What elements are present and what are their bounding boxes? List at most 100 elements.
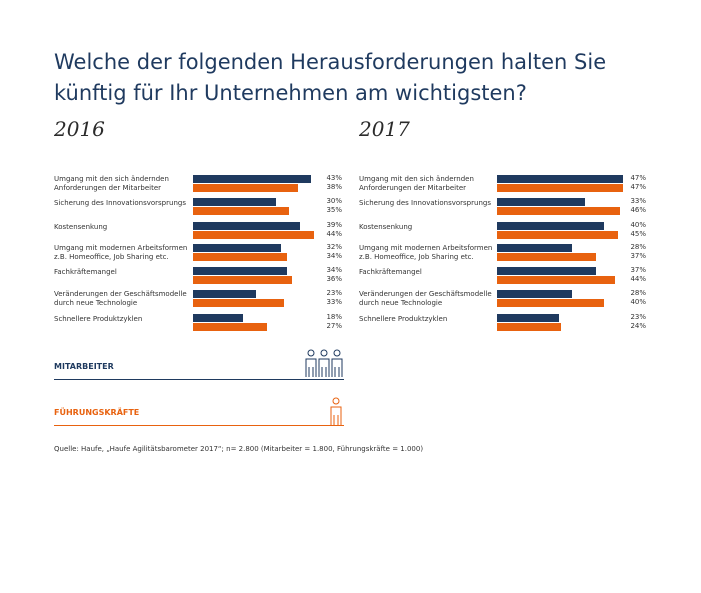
data-label: 23%	[630, 313, 646, 321]
bar-mitarbeiter	[193, 175, 312, 183]
bar-fuehrungskraefte	[497, 253, 597, 261]
bar-mitarbeiter	[497, 222, 605, 230]
data-label: 47%	[630, 174, 646, 182]
category-label: Kostensenkung	[54, 223, 189, 232]
bar-fuehrungskraefte	[193, 323, 268, 331]
bar-fuehrungskraefte	[193, 231, 314, 239]
category-label: Schnellere Produktzyklen	[54, 315, 189, 324]
bar-mitarbeiter	[497, 267, 597, 275]
data-label: 46%	[630, 206, 646, 214]
bar-fuehrungskraefte	[193, 253, 287, 261]
data-label: 33%	[630, 197, 646, 205]
data-label: 45%	[630, 230, 646, 238]
data-label: 27%	[326, 322, 342, 330]
data-label: 47%	[630, 183, 646, 191]
data-label: 44%	[630, 275, 646, 283]
legend-fuehrungskraefte-label: FÜHRUNGSKRÄFTE	[54, 408, 140, 417]
data-label: 38%	[326, 183, 342, 191]
category-label-line: Veränderungen der Geschäftsmodelle	[359, 290, 492, 298]
bar-mitarbeiter	[193, 244, 281, 252]
bar-mitarbeiter	[193, 290, 257, 298]
category-label-line: Kostensenkung	[54, 223, 108, 231]
data-label: 30%	[326, 197, 342, 205]
data-label: 28%	[630, 289, 646, 297]
category-label-line: Umgang mit den sich ändernden	[359, 175, 474, 183]
category-label: Sicherung des Innovationsvorsprungs	[54, 199, 189, 208]
category-label: Kostensenkung	[359, 223, 494, 232]
bar-mitarbeiter	[497, 314, 559, 322]
category-label-line: Veränderungen der Geschäftsmodelle	[54, 290, 187, 298]
legend-fuehrungskraefte-line	[54, 425, 344, 426]
category-label-line: Anforderungen der Mitarbeiter	[54, 184, 162, 192]
bar-mitarbeiter	[497, 244, 573, 252]
category-label: Fachkräftemangel	[359, 268, 494, 277]
bar-fuehrungskraefte	[497, 276, 615, 284]
bar-fuehrungskraefte	[497, 299, 605, 307]
bar-mitarbeiter	[497, 198, 586, 206]
chart-year-2016: 2016	[54, 117, 105, 141]
data-label: 37%	[630, 266, 646, 274]
category-label: Veränderungen der Geschäftsmodelle durch …	[359, 290, 494, 308]
category-label: Veränderungen der Geschäftsmodelle durch …	[54, 290, 189, 308]
category-label: Umgang mit modernen Arbeitsformen z.B. Ho…	[359, 244, 494, 262]
chart-year-2017: 2017	[359, 117, 410, 141]
data-label: 37%	[630, 252, 646, 260]
data-label: 43%	[326, 174, 342, 182]
data-label: 40%	[630, 298, 646, 306]
data-label: 34%	[326, 266, 342, 274]
data-label: 24%	[630, 322, 646, 330]
category-label-line: durch neue Technologie	[359, 299, 443, 307]
category-label-line: Umgang mit modernen Arbeitsformen	[54, 244, 188, 252]
bar-fuehrungskraefte	[193, 276, 292, 284]
category-label-line: Schnellere Produktzyklen	[54, 315, 143, 323]
category-label-line: Anforderungen der Mitarbeiter	[359, 184, 467, 192]
category-label-line: Fachkräftemangel	[54, 268, 117, 276]
bar-fuehrungskraefte	[497, 207, 621, 215]
category-label: Fachkräftemangel	[54, 268, 189, 277]
category-label-line: Sicherung des Innovationsvorsprungs	[359, 199, 491, 207]
source-note: Quelle: Haufe, „Haufe Agilitätsbarometer…	[54, 445, 424, 453]
category-label-line: Sicherung des Innovationsvorsprungs	[54, 199, 186, 207]
legend-mitarbeiter-label: MITARBEITER	[54, 362, 114, 371]
data-label: 33%	[326, 298, 342, 306]
category-label-line: durch neue Technologie	[54, 299, 138, 307]
data-label: 40%	[630, 221, 646, 229]
bar-mitarbeiter	[193, 222, 301, 230]
legend-mitarbeiter-line	[54, 379, 344, 380]
category-label-line: z.B. Homeoffice, Job Sharing etc.	[359, 253, 474, 261]
data-label: 32%	[326, 243, 342, 251]
data-label: 44%	[326, 230, 342, 238]
bar-mitarbeiter	[193, 198, 276, 206]
category-label: Schnellere Produktzyklen	[359, 315, 494, 324]
category-label-line: Umgang mit den sich ändernden	[54, 175, 169, 183]
bar-mitarbeiter	[497, 175, 623, 183]
bar-fuehrungskraefte	[497, 231, 618, 239]
data-label: 34%	[326, 252, 342, 260]
bar-fuehrungskraefte	[497, 184, 623, 192]
bar-mitarbeiter	[497, 290, 573, 298]
bar-mitarbeiter	[193, 267, 287, 275]
data-label: 36%	[326, 275, 342, 283]
bar-fuehrungskraefte	[497, 323, 562, 331]
data-label: 18%	[326, 313, 342, 321]
data-label: 35%	[326, 206, 342, 214]
category-label: Umgang mit den sich ändernden Anforderung…	[54, 175, 189, 193]
category-label: Umgang mit den sich ändernden Anforderung…	[359, 175, 494, 193]
bar-mitarbeiter	[193, 314, 243, 322]
bar-fuehrungskraefte	[193, 184, 298, 192]
category-label-line: z.B. Homeoffice, Job Sharing etc.	[54, 253, 169, 261]
bar-fuehrungskraefte	[193, 207, 290, 215]
data-label: 39%	[326, 221, 342, 229]
bar-fuehrungskraefte	[193, 299, 284, 307]
category-label: Umgang mit modernen Arbeitsformen z.B. Ho…	[54, 244, 189, 262]
data-label: 23%	[326, 289, 342, 297]
manager-icon	[330, 397, 342, 425]
category-label-line: Fachkräftemangel	[359, 268, 422, 276]
category-label-line: Kostensenkung	[359, 223, 413, 231]
category-label: Sicherung des Innovationsvorsprungs	[359, 199, 494, 208]
employees-icon	[305, 349, 343, 377]
category-label-line: Schnellere Produktzyklen	[359, 315, 448, 323]
page-title: Welche der folgenden Herausforderungen h…	[54, 50, 607, 105]
category-label-line: Umgang mit modernen Arbeitsformen	[359, 244, 493, 252]
data-label: 28%	[630, 243, 646, 251]
